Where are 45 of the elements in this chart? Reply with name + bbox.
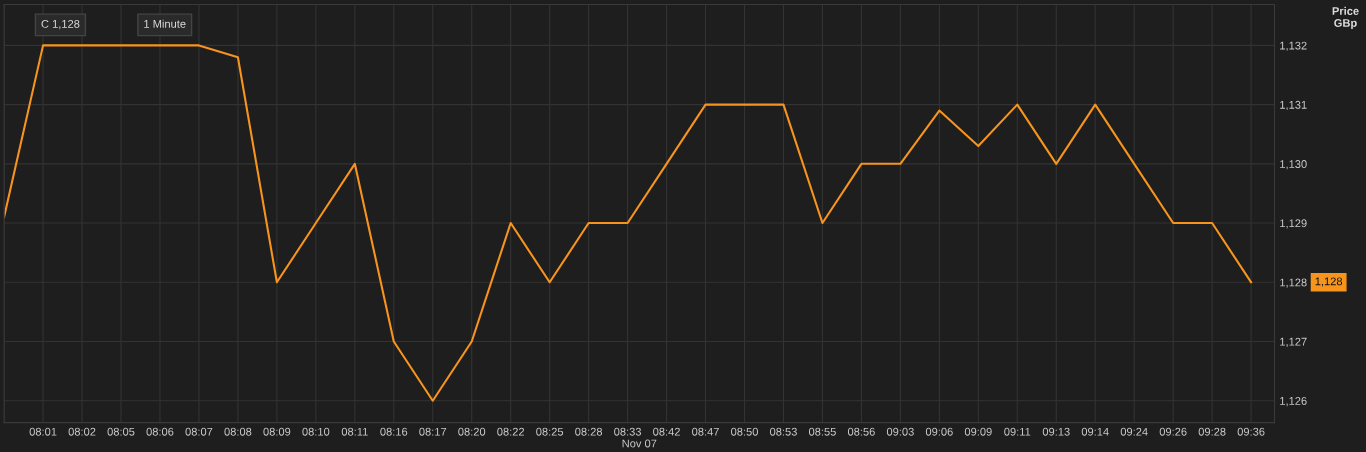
annotation: 1 Minute [144, 19, 186, 28]
x-tick-label: 09:03 [886, 427, 914, 436]
x-tick-label: 08:56 [847, 427, 875, 436]
x-tick-label: 08:50 [731, 427, 758, 436]
x-tick-label: 08:10 [302, 427, 330, 436]
x-tick-label: 08:22 [497, 427, 525, 436]
x-tick-label: 08:02 [68, 427, 96, 436]
x-tick-label: 09:24 [1120, 427, 1148, 436]
x-tick-label: 08:17 [419, 427, 447, 436]
x-tick-label: 08:20 [458, 427, 486, 436]
x-tick-label: 08:06 [146, 427, 174, 436]
x-tick-label: 09:28 [1198, 427, 1226, 436]
y-tick-label: 1,129 [1280, 219, 1307, 229]
x-tick-label: 08:07 [185, 427, 213, 436]
x-tick-label: 09:13 [1042, 427, 1070, 436]
x-tick-label: 08:05 [107, 427, 135, 436]
y-tick-label: 1,131 [1280, 100, 1307, 111]
y-tick-label: 1,128 [1280, 278, 1307, 288]
y-tick-label: 1,132 [1280, 41, 1307, 51]
x-tick-label: 08:11 [341, 427, 368, 436]
x-tick-label: 08:16 [380, 427, 408, 436]
x-tick-label: 08:08 [224, 427, 252, 436]
x-tick-label: 09:26 [1159, 427, 1187, 436]
line-series [4, 44, 1253, 402]
x-tick-label: 08:25 [536, 427, 564, 436]
y-tick-label: 1,127 [1280, 337, 1307, 347]
x-tick-label: 09:06 [925, 427, 953, 436]
annotation: C 1,128 [41, 19, 80, 30]
x-tick-label: 08:33 [614, 427, 642, 436]
x-tick-label: 09:11 [1004, 427, 1031, 436]
x-tick-label: 08:01 [29, 427, 57, 436]
x-tick-label: 08:53 [770, 427, 797, 436]
x-tick-label: 08:55 [808, 427, 836, 436]
y-axis-title: Price GBp [1332, 6, 1359, 30]
text: 1,128 [1315, 277, 1343, 287]
x-tick-label: 08:42 [653, 427, 680, 436]
x-tick-label: 08:09 [263, 427, 291, 436]
y-tick-label: 1,130 [1280, 160, 1307, 170]
x-tick-label: 08:28 [575, 427, 603, 436]
y-tick-label: 1,126 [1280, 396, 1307, 407]
x-tick-label: 09:36 [1237, 427, 1265, 436]
x-axis-title: Nov 07 [622, 439, 657, 448]
x-tick-label: 09:09 [964, 427, 992, 436]
x-tick-label: 09:14 [1081, 427, 1109, 436]
x-tick-label: 08:47 [692, 427, 719, 436]
